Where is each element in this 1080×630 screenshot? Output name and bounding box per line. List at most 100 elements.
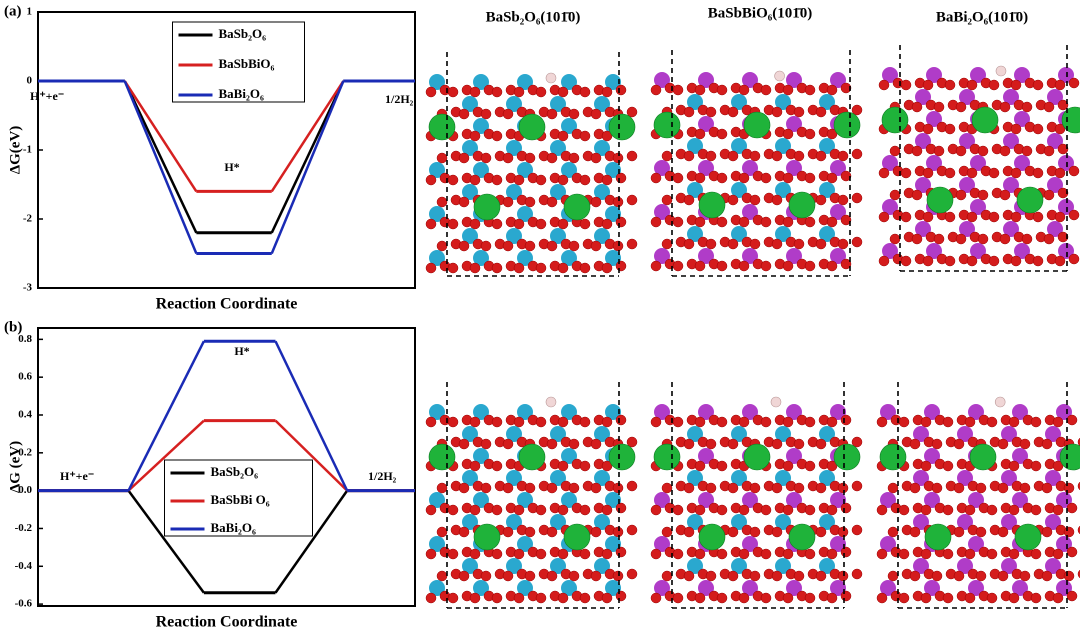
atom	[1052, 460, 1064, 472]
legend-label: BaBi₂O₆	[211, 520, 256, 535]
atom	[924, 580, 940, 596]
atom	[920, 504, 932, 516]
atom	[819, 558, 835, 574]
atom	[694, 172, 706, 184]
atom	[546, 240, 558, 252]
atom	[804, 172, 816, 184]
panel-label: (b)	[4, 319, 22, 335]
atom	[782, 172, 794, 184]
structure	[878, 45, 1080, 272]
atom	[462, 96, 478, 112]
atom	[473, 74, 489, 90]
atom	[716, 172, 728, 184]
atom	[502, 240, 514, 252]
atom	[579, 262, 591, 274]
atom	[1059, 443, 1080, 471]
atom	[804, 460, 816, 472]
atom	[546, 438, 558, 450]
atom	[428, 443, 456, 471]
atom	[1010, 123, 1022, 135]
atom	[1012, 580, 1028, 596]
atom	[1052, 548, 1064, 560]
structure	[876, 382, 1080, 609]
atom	[1043, 145, 1055, 157]
atom	[535, 174, 547, 186]
atom	[1041, 482, 1053, 494]
atom	[738, 592, 750, 604]
atom	[672, 548, 684, 560]
atom	[977, 189, 989, 201]
atom	[881, 106, 909, 134]
atom	[605, 536, 621, 552]
atom	[615, 546, 627, 558]
atom	[826, 172, 838, 184]
atom	[920, 592, 932, 604]
atom	[760, 592, 772, 604]
atom	[986, 504, 998, 516]
atom	[969, 443, 997, 471]
atom	[608, 443, 636, 471]
atom	[1056, 536, 1072, 552]
atom	[909, 438, 921, 450]
atom	[561, 492, 577, 508]
atom	[920, 548, 932, 560]
atom	[694, 504, 706, 516]
atom	[557, 174, 569, 186]
atom	[749, 526, 761, 538]
atom	[561, 74, 577, 90]
atom	[775, 514, 791, 530]
atom	[913, 426, 929, 442]
atom	[1063, 570, 1075, 582]
atom	[880, 536, 896, 552]
atom	[826, 216, 838, 228]
atom	[428, 113, 456, 141]
atom	[579, 86, 591, 98]
atom	[804, 260, 816, 272]
atom	[1008, 592, 1020, 604]
atom	[626, 524, 638, 536]
atom	[698, 448, 714, 464]
atom	[687, 182, 703, 198]
atom	[749, 482, 761, 494]
atom	[1003, 221, 1019, 237]
atom	[661, 238, 673, 250]
atom	[994, 396, 1006, 408]
atom	[502, 152, 514, 164]
atom	[942, 416, 954, 428]
atom	[833, 443, 861, 471]
atom	[425, 548, 437, 560]
atom	[661, 570, 673, 582]
atom	[561, 118, 577, 134]
x-axis-label: Reaction Coordinate	[156, 614, 298, 630]
y-tick-label: 0.2	[18, 446, 32, 458]
atom	[833, 111, 861, 139]
atom	[579, 592, 591, 604]
atom	[1057, 143, 1069, 155]
atom	[1032, 123, 1044, 135]
atom	[615, 84, 627, 96]
atom	[506, 184, 522, 200]
atom	[436, 240, 448, 252]
atom	[786, 492, 802, 508]
atom	[436, 196, 448, 208]
atom	[535, 416, 547, 428]
atom	[716, 416, 728, 428]
atom	[491, 504, 503, 516]
atom	[561, 448, 577, 464]
atom	[804, 128, 816, 140]
atom	[469, 548, 481, 560]
atom	[436, 152, 448, 164]
atom	[550, 96, 566, 112]
atom	[557, 460, 569, 472]
atom	[815, 194, 827, 206]
atom	[815, 570, 827, 582]
atom	[535, 504, 547, 516]
connector	[127, 340, 205, 492]
atom	[535, 218, 547, 230]
atom	[742, 580, 758, 596]
atom	[771, 194, 783, 206]
atom	[964, 548, 976, 560]
atom	[837, 194, 849, 206]
atom	[826, 460, 838, 472]
atom	[694, 260, 706, 272]
